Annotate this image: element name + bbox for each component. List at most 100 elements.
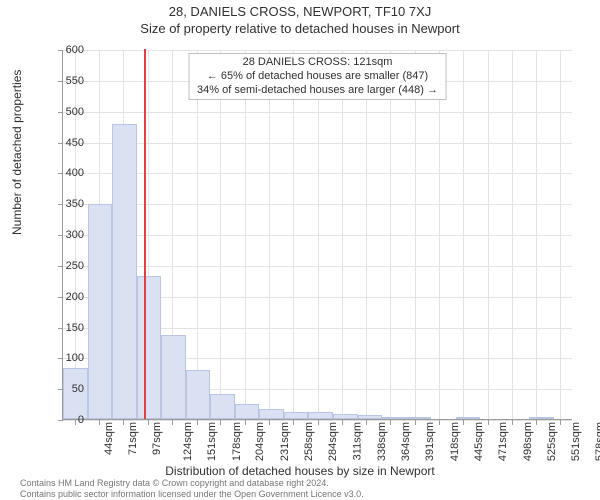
histogram-bar: [358, 415, 383, 419]
gridline-vertical: [366, 50, 367, 419]
x-tick-label: 71sqm: [127, 422, 139, 455]
histogram-bar: [456, 417, 481, 419]
x-tick-label: 97sqm: [151, 422, 163, 455]
plot-region: 28 DANIELS CROSS: 121sqm ← 65% of detach…: [62, 50, 572, 420]
histogram-bar: [235, 404, 260, 419]
gridline-vertical: [415, 50, 416, 419]
histogram-bar: [382, 417, 407, 419]
x-tick-mark: [536, 420, 537, 425]
histogram-bar: [333, 414, 358, 419]
x-tick-mark: [366, 420, 367, 425]
y-tick-label: 150: [44, 322, 84, 334]
histogram-bar: [284, 412, 309, 419]
x-tick-label: 124sqm: [182, 422, 194, 461]
gridline-vertical: [536, 50, 537, 419]
gridline-vertical: [197, 50, 198, 419]
x-tick-label: 311sqm: [351, 422, 363, 460]
gridline-vertical: [512, 50, 513, 419]
gridline-vertical: [318, 50, 319, 419]
y-tick-label: 50: [44, 383, 84, 395]
y-tick-label: 0: [44, 414, 84, 426]
x-tick-mark: [293, 420, 294, 425]
x-tick-label: 551sqm: [570, 422, 582, 461]
y-tick-label: 550: [44, 75, 84, 87]
x-tick-label: 284sqm: [327, 422, 339, 461]
y-axis-label: Number of detached properties: [10, 70, 24, 235]
y-tick-label: 500: [44, 106, 84, 118]
histogram-bar: [88, 204, 113, 419]
annotation-box: 28 DANIELS CROSS: 121sqm ← 65% of detach…: [188, 53, 447, 100]
histogram-bar: [112, 124, 137, 419]
x-tick-mark: [342, 420, 343, 425]
x-tick-mark: [269, 420, 270, 425]
y-tick-label: 100: [44, 352, 84, 364]
x-tick-label: 391sqm: [424, 422, 436, 461]
x-tick-mark: [220, 420, 221, 425]
x-tick-label: 498sqm: [522, 422, 534, 461]
annotation-line1: 28 DANIELS CROSS: 121sqm: [197, 56, 438, 70]
chart-area: 28 DANIELS CROSS: 121sqm ← 65% of detach…: [62, 50, 572, 420]
gridline-vertical: [463, 50, 464, 419]
x-tick-mark: [148, 420, 149, 425]
x-tick-label: 258sqm: [304, 422, 316, 461]
x-tick-label: 364sqm: [400, 422, 412, 461]
x-tick-mark: [488, 420, 489, 425]
histogram-bar: [210, 394, 235, 419]
gridline-vertical: [390, 50, 391, 419]
x-tick-label: 471sqm: [497, 422, 509, 461]
x-tick-mark: [463, 420, 464, 425]
footer-line1: Contains HM Land Registry data © Crown c…: [20, 478, 364, 488]
histogram-bar: [529, 417, 554, 419]
x-tick-mark: [415, 420, 416, 425]
histogram-bar: [186, 370, 211, 419]
x-tick-label: 178sqm: [231, 422, 243, 461]
y-tick-label: 200: [44, 291, 84, 303]
footer-line2: Contains public sector information licen…: [20, 489, 364, 499]
x-axis-label: Distribution of detached houses by size …: [0, 464, 600, 478]
gridline-vertical: [560, 50, 561, 419]
y-tick-label: 400: [44, 167, 84, 179]
footer-attribution: Contains HM Land Registry data © Crown c…: [20, 478, 364, 499]
x-tick-label: 338sqm: [376, 422, 388, 461]
annotation-line2: ← 65% of detached houses are smaller (84…: [197, 70, 438, 84]
x-tick-label: 204sqm: [254, 422, 266, 461]
gridline-vertical: [439, 50, 440, 419]
x-tick-label: 525sqm: [546, 422, 558, 461]
x-tick-label: 44sqm: [103, 422, 115, 455]
x-tick-label: 578sqm: [594, 422, 600, 461]
x-tick-mark: [512, 420, 513, 425]
x-tick-mark: [439, 420, 440, 425]
page-title-line1: 28, DANIELS CROSS, NEWPORT, TF10 7XJ: [0, 0, 600, 19]
x-tick-label: 445sqm: [474, 422, 486, 461]
gridline-vertical: [269, 50, 270, 419]
histogram-bar: [259, 409, 284, 419]
gridline-vertical: [342, 50, 343, 419]
x-tick-label: 151sqm: [206, 422, 218, 461]
x-tick-mark: [560, 420, 561, 425]
histogram-bar: [308, 412, 333, 419]
gridline-vertical: [220, 50, 221, 419]
y-tick-label: 350: [44, 198, 84, 210]
x-tick-mark: [197, 420, 198, 425]
marker-line: [144, 49, 146, 419]
y-tick-label: 450: [44, 137, 84, 149]
histogram-bar: [137, 276, 162, 419]
gridline-vertical: [245, 50, 246, 419]
x-tick-mark: [99, 420, 100, 425]
x-tick-mark: [390, 420, 391, 425]
gridline-vertical: [293, 50, 294, 419]
page-title-line2: Size of property relative to detached ho…: [0, 19, 600, 36]
histogram-bar: [161, 335, 186, 419]
gridline-vertical: [488, 50, 489, 419]
x-tick-mark: [245, 420, 246, 425]
y-tick-label: 300: [44, 229, 84, 241]
y-tick-label: 600: [44, 44, 84, 56]
x-tick-label: 231sqm: [279, 422, 291, 461]
annotation-line3: 34% of semi-detached houses are larger (…: [197, 84, 438, 98]
x-tick-mark: [318, 420, 319, 425]
x-tick-mark: [123, 420, 124, 425]
x-tick-label: 418sqm: [449, 422, 461, 461]
x-tick-mark: [172, 420, 173, 425]
chart-container: 28, DANIELS CROSS, NEWPORT, TF10 7XJ Siz…: [0, 0, 600, 500]
y-tick-label: 250: [44, 260, 84, 272]
